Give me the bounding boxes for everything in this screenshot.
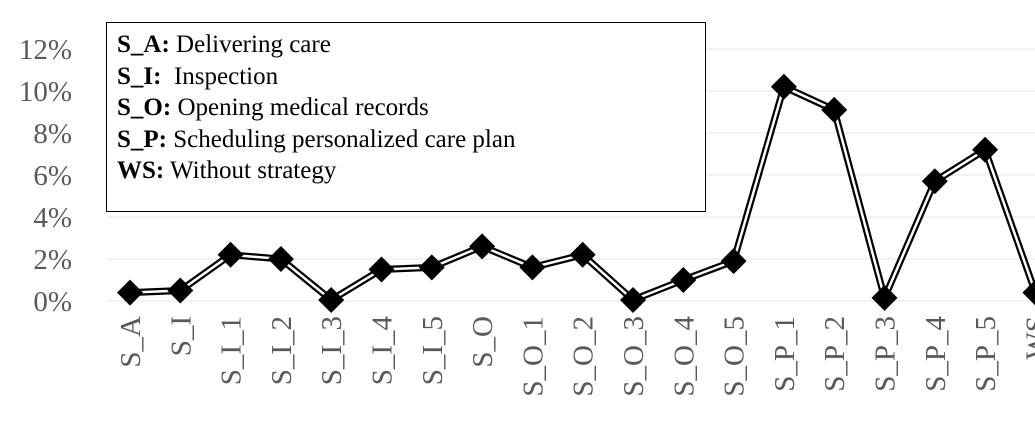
- x-tick-label: S_I_4: [367, 316, 399, 386]
- legend-text: Opening medical records: [171, 94, 429, 121]
- legend-item-s-o: S_O: Opening medical records: [117, 92, 705, 124]
- legend-text: Inspection: [161, 62, 279, 90]
- data-point: [267, 246, 294, 272]
- data-markers: [117, 73, 1035, 313]
- data-point: [620, 286, 646, 313]
- data-point: [519, 254, 546, 281]
- y-tick-label: 2%: [33, 244, 72, 276]
- x-tick-label: S_I: [165, 316, 197, 356]
- x-tick-label: S_I_5: [417, 316, 449, 385]
- legend-key: S_A:: [117, 31, 170, 58]
- data-point: [167, 277, 194, 304]
- data-point: [469, 233, 496, 260]
- data-point: [770, 73, 797, 100]
- x-tick-label: S_O_3: [618, 316, 650, 397]
- y-tick-label: 4%: [33, 202, 72, 234]
- x-tick-label: S_I_2: [266, 316, 298, 385]
- x-tick-label: S_I_1: [216, 316, 248, 385]
- x-axis-ticks: S_A S_I S_I_1 S_I_2 S_I_3 S_I_4 S_I_5 S_O S_O_1 S…: [115, 316, 1035, 397]
- data-point: [670, 267, 697, 293]
- legend-key: S_P:: [117, 125, 167, 153]
- x-tick-label: S_P_2: [819, 316, 851, 392]
- x-tick-label: S_O: [467, 316, 499, 368]
- legend-item-s-i: S_I: Inspection: [117, 61, 705, 93]
- legend-key: WS:: [117, 157, 165, 184]
- data-point: [217, 241, 244, 268]
- x-tick-label: S_P_3: [870, 316, 902, 392]
- x-tick-label: S_O_2: [568, 316, 600, 397]
- y-tick-label: 6%: [33, 160, 72, 192]
- data-point: [569, 241, 596, 268]
- data-point: [1022, 280, 1035, 306]
- x-tick-label: S_A: [115, 316, 147, 368]
- legend-key: S_I:: [117, 62, 162, 90]
- data-point: [921, 168, 948, 195]
- y-tick-label: 12%: [19, 34, 72, 66]
- x-tick-label: S_P_5: [970, 316, 1002, 392]
- x-tick-label: S_O_5: [719, 316, 751, 397]
- legend-item-ws: WS: Without strategy: [117, 155, 705, 187]
- data-point: [972, 136, 999, 163]
- y-tick-label: 10%: [19, 76, 72, 108]
- legend-text: Without strategy: [164, 157, 337, 184]
- x-tick-label: S_I_3: [316, 316, 348, 385]
- legend-item-s-p: S_P: Scheduling personalized care plan: [117, 124, 705, 156]
- x-tick-label: S_O_4: [668, 316, 700, 397]
- legend-key: S_O:: [117, 94, 172, 121]
- data-point: [720, 248, 747, 275]
- data-point: [368, 256, 395, 283]
- legend: S_A: Delivering care S_I: Inspection S_O…: [106, 22, 706, 212]
- x-tick-label: S_O_1: [517, 316, 549, 397]
- data-point: [318, 286, 345, 313]
- y-tick-label: 0%: [33, 286, 72, 318]
- data-point: [418, 254, 445, 281]
- x-tick-label: S_P_1: [769, 316, 801, 392]
- data-point: [117, 279, 143, 306]
- x-tick-label: WS: [1020, 316, 1035, 360]
- y-axis-ticks: 0% 2% 4% 6% 8% 10% 12%: [19, 34, 72, 318]
- data-point: [821, 96, 848, 123]
- legend-text: Delivering care: [169, 31, 331, 58]
- legend-item-s-a: S_A: Delivering care: [117, 29, 705, 61]
- x-tick-label: S_P_4: [920, 316, 952, 392]
- legend-text: Scheduling personalized care plan: [167, 125, 516, 153]
- y-tick-label: 8%: [33, 118, 72, 150]
- data-point: [871, 284, 898, 311]
